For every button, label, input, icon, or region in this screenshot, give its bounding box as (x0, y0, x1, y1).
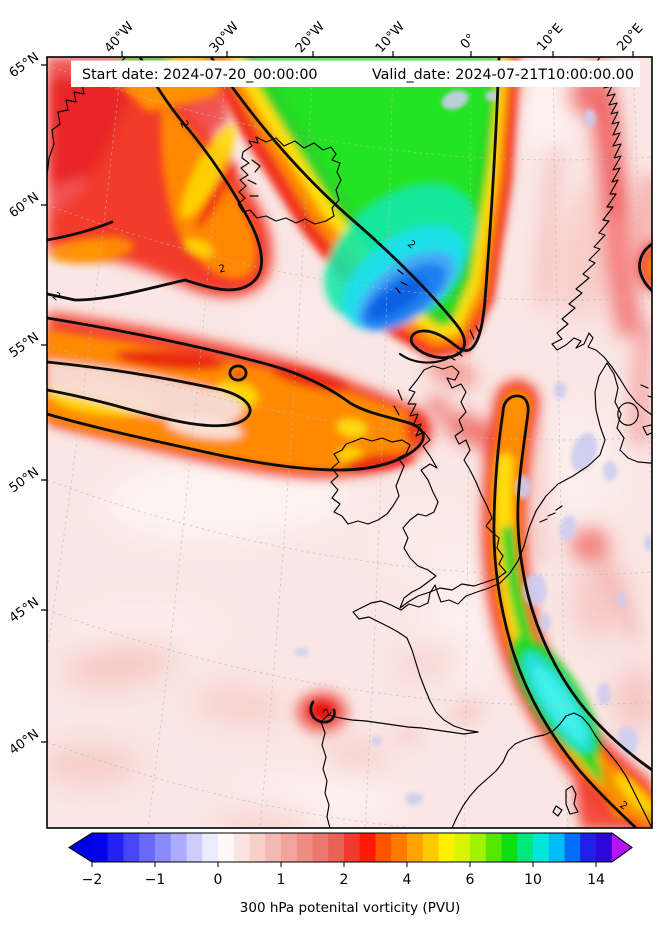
title-bar: Start date: 2024-07-20_00:00:00 Valid_da… (71, 60, 640, 87)
colorbar-segment (359, 833, 377, 862)
colorbar-segment (123, 833, 140, 862)
colorbar-tick-label: 1 (277, 872, 286, 888)
colorbar-segment (407, 833, 424, 862)
colorbar-segment (296, 833, 314, 862)
coastlines (47, 57, 652, 828)
colorbar-segment (107, 833, 125, 862)
lon-tick-label: 20°E (614, 21, 646, 54)
map-area: 2 2 2 2 2 2 Start date: 2024-07-20_00:00… (47, 57, 652, 828)
coast-wadden-isles (539, 505, 563, 523)
lat-tick-label: 45°N (7, 595, 42, 626)
colorbar-over-band (596, 833, 612, 862)
colorbar-segment (454, 833, 471, 862)
colorbar-segment (438, 833, 455, 862)
coast-iceland-fjords (247, 159, 261, 197)
colorbar: −2 −1 0 1 2 4 6 10 14 300 hPa potenital … (67, 832, 633, 916)
lat-tick-label: 55°N (7, 330, 42, 361)
colorbar-tick-label: 10 (524, 872, 542, 888)
coast-corsica (552, 785, 579, 817)
lon-tick-label: 40°W (102, 19, 137, 56)
coast-britain (399, 365, 507, 609)
colorbar-segment (564, 833, 581, 862)
colorbar-segment (249, 833, 266, 862)
coast-iceland (237, 136, 342, 225)
colorbar-segment (186, 833, 203, 862)
colorbar-segment (375, 833, 392, 862)
colorbar-segment (470, 833, 487, 862)
contour-label: 2 (321, 707, 335, 719)
colorbar-segment (391, 833, 408, 862)
colorbar-tick-label: 4 (403, 872, 412, 888)
colorbar-tick-label: −1 (145, 872, 166, 888)
lon-tick-label: 0° (458, 31, 479, 52)
lat-tick-label: 40°N (7, 727, 42, 758)
graticule (47, 57, 652, 828)
left-axis-labels: 65°N 60°N 55°N 50°N 45°N 40°N (7, 50, 42, 758)
title-bar-background (71, 60, 640, 87)
colorbar-caption: 300 hPa potenital vorticity (PVU) (240, 900, 460, 916)
valid-date-label: Valid_date: 2024-07-21T10:00:00.00 (372, 67, 634, 83)
lon-tick-label: 30°W (207, 19, 242, 56)
colorbar-segment (548, 833, 566, 862)
colorbar-segment (517, 833, 534, 862)
colorbar-tick-labels: −2 −1 0 1 2 4 6 10 14 (82, 872, 605, 888)
lon-tick-label: 10°W (373, 19, 408, 56)
left-axis-ticks (41, 64, 47, 743)
colorbar-segment (580, 833, 597, 862)
top-axis-labels: 40°W 30°W 20°W 10°W 0° 10°E 20°E (102, 19, 647, 56)
colorbar-tick-label: 14 (587, 872, 605, 888)
colorbar-segment (344, 833, 361, 862)
top-axis-ticks (121, 51, 634, 57)
coast-jutland-east (606, 362, 652, 464)
colorbar-segment (265, 833, 282, 862)
lat-tick-label: 65°N (7, 50, 42, 81)
colorbar-segment (233, 833, 251, 862)
start-date-label: Start date: 2024-07-20_00:00:00 (82, 67, 318, 83)
colorbar-tick-marks (91, 862, 597, 867)
colorbar-segment (422, 833, 440, 862)
colorbar-segment (501, 833, 518, 862)
lat-tick-label: 60°N (7, 190, 42, 221)
colorbar-tick-label: −2 (82, 872, 103, 888)
lat-tick-label: 50°N (7, 465, 42, 496)
colorbar-segment (218, 833, 235, 862)
lon-tick-label: 10°E (534, 21, 566, 54)
colorbar-segment (281, 833, 298, 862)
colorbar-gradient (92, 833, 597, 862)
lon-tick-label: 20°W (293, 19, 328, 56)
coast-denmark-continent (320, 362, 608, 828)
colorbar-outline (67, 832, 633, 863)
coast-mediterranean (451, 712, 652, 828)
contour-label: 2 (177, 119, 191, 131)
map-frame (46, 56, 653, 829)
colorbar-tick-label: 0 (214, 872, 223, 888)
colorbar-segment (533, 833, 550, 862)
colorbar-segment (170, 833, 188, 862)
colorbar-tick-label: 6 (466, 872, 475, 888)
colorbar-under-arrow (69, 833, 92, 862)
colorbar-segment (155, 833, 172, 862)
colorbar-tick-label: 2 (340, 872, 349, 888)
colorbar-segment (328, 833, 345, 862)
contour-label: 2 (217, 262, 227, 275)
colorbar-segment (202, 833, 219, 862)
colorbar-segment (139, 833, 156, 862)
colorbar-segment (92, 833, 109, 862)
colorbar-segment (485, 833, 503, 862)
colorbar-over-arrow (612, 833, 632, 862)
coast-danish-isles (617, 384, 652, 436)
coast-faroes (395, 269, 408, 294)
colorbar-segment (312, 833, 329, 862)
pv-contours-2pvu (47, 57, 652, 828)
coast-norway (551, 57, 652, 416)
